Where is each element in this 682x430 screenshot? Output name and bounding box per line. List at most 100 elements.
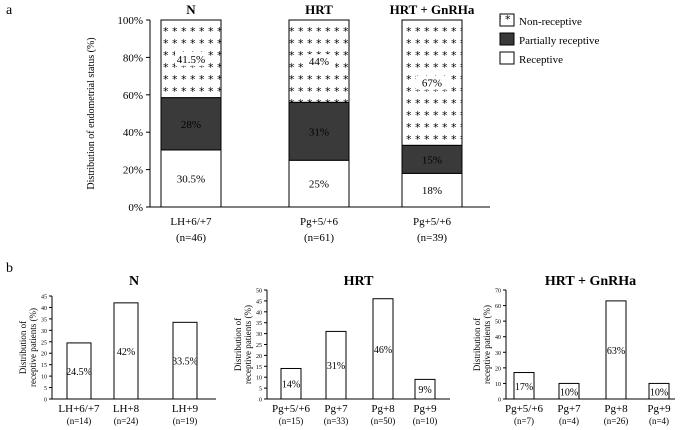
y-tick-label: 0 <box>44 398 47 404</box>
bar-segment-partially-receptive <box>288 101 350 161</box>
segment-label: 30.5% <box>177 173 205 185</box>
bar-value-label: 14% <box>282 380 300 391</box>
y-tick-label: 25 <box>41 340 47 346</box>
group-title: N <box>186 2 196 17</box>
bar <box>280 367 302 400</box>
bar-segment-receptive <box>160 149 222 208</box>
segment-label: 41.5% <box>177 54 205 66</box>
bar <box>513 372 535 400</box>
bar <box>605 300 627 400</box>
legend-swatch <box>499 13 515 27</box>
segment-label: 28% <box>181 119 201 131</box>
y-tick-label: 15 <box>256 365 262 371</box>
y-tick-label: 40% <box>123 127 143 139</box>
y-tick-label: 70 <box>495 289 501 295</box>
bar <box>113 302 139 400</box>
y-tick-label: 25 <box>256 343 262 349</box>
y-axis-label-line1: Distribution of <box>472 318 482 371</box>
segment-label: 44% <box>309 56 329 68</box>
y-tick-label: 50 <box>256 289 262 295</box>
y-tick-label: 10 <box>41 375 47 381</box>
bar-value-label: 33.5% <box>172 357 198 368</box>
legend-swatch <box>499 51 515 65</box>
x-count-label: (n=15) <box>279 416 304 426</box>
x-count-label: (n=19) <box>173 416 198 426</box>
x-tick-label: Pg+8 <box>371 403 395 415</box>
x-tick-label: Pg+5/+6 <box>300 216 339 228</box>
bar-value-label: 10% <box>560 387 578 398</box>
y-tick-label: 30 <box>495 351 501 357</box>
x-tick-label: Pg+7 <box>324 403 348 415</box>
receptive-chart-hrt: HRT Distribution of receptive patients (%)… <box>233 274 450 426</box>
y-tick-label: 15 <box>41 363 47 369</box>
bar-value-label: 42% <box>117 347 135 358</box>
group-title: HRT + GnRHa <box>390 2 475 17</box>
y-tick-label: 45 <box>41 295 47 301</box>
receptive-chart-n: N Distribution of receptive patients (%) 0 5… <box>18 274 216 426</box>
y-tick-label: 40 <box>495 335 501 341</box>
x-tick-label: Pg+9 <box>413 403 437 415</box>
bar-value-label: 46% <box>374 345 392 356</box>
x-count-label: (n=4) <box>649 416 669 426</box>
bar-segment-receptive <box>288 159 350 208</box>
legend-label: Non-receptive <box>519 16 582 28</box>
bar <box>325 330 347 400</box>
x-tick-label: Pg+5/+6 <box>413 216 452 228</box>
y-axis-label: Distribution of endometrial status (%) <box>86 37 97 189</box>
y-axis-label-line2: receptive patients (%) <box>482 305 492 384</box>
y-tick-label: 20% <box>123 165 143 177</box>
x-count-label: (n=61) <box>304 232 334 244</box>
y-tick-label: 10 <box>495 382 501 388</box>
y-tick-label: 20 <box>41 352 47 358</box>
x-count-label: (n=10) <box>413 416 438 426</box>
bar-value-label: 24.5% <box>66 367 92 378</box>
bar <box>648 382 670 400</box>
x-tick-label: Pg+9 <box>647 403 671 415</box>
legend-swatch <box>499 32 515 46</box>
receptive-chart-hrt-gnrha: HRT + GnRHa Distribution of receptive pati… <box>472 274 675 426</box>
x-count-label: (n=24) <box>114 416 139 426</box>
x-count-label: (n=7) <box>514 416 534 426</box>
y-axis-label-line2: receptive patients (%) <box>243 305 253 384</box>
segment-label: 67% <box>422 78 442 90</box>
stacked-status-chart: *Distribution of endometrial status (%)0… <box>86 2 599 244</box>
bar-value-label: 9% <box>418 385 431 396</box>
group-title: HRT <box>305 2 333 17</box>
label-bg <box>175 51 207 66</box>
chart-title: HRT + GnRHa <box>545 274 636 289</box>
bar <box>172 321 198 400</box>
y-tick-label: 30 <box>41 329 47 335</box>
y-tick-label: 40 <box>256 310 262 316</box>
x-count-label: (n=50) <box>371 416 396 426</box>
segment-label: 18% <box>422 185 442 197</box>
x-count-label: (n=26) <box>604 416 629 426</box>
segment-label: 25% <box>309 179 329 191</box>
x-count-label: (n=14) <box>67 416 92 426</box>
panel-a-label: a <box>6 3 13 18</box>
y-tick-label: 0 <box>498 398 501 404</box>
bar <box>414 378 436 400</box>
x-count-label: (n=4) <box>559 416 579 426</box>
bar <box>558 382 580 400</box>
segment-label: 15% <box>422 154 442 166</box>
label-bg <box>416 75 448 90</box>
bar-value-label: 10% <box>650 387 668 398</box>
bar <box>372 298 394 400</box>
y-axis-label-line1: Distribution of <box>18 321 28 374</box>
y-tick-label: 35 <box>256 321 262 327</box>
bar-value-label: 63% <box>607 346 625 357</box>
y-axis-label-line1: Distribution of <box>233 318 243 371</box>
x-tick-label: Pg+7 <box>557 403 581 415</box>
y-tick-label: 0 <box>259 398 262 404</box>
chart-title: N <box>129 274 139 289</box>
x-count-label: (n=39) <box>417 232 447 244</box>
chart-title: HRT <box>344 274 375 289</box>
bar-value-label: 31% <box>327 361 345 372</box>
legend-label: Receptive <box>519 54 563 66</box>
x-tick-label: Pg+5/+6 <box>272 403 311 415</box>
segment-label: 31% <box>309 126 329 138</box>
x-tick-label: LH+9 <box>172 403 199 415</box>
bar-segment-receptive <box>401 172 463 208</box>
y-tick-label: 5 <box>259 387 262 393</box>
